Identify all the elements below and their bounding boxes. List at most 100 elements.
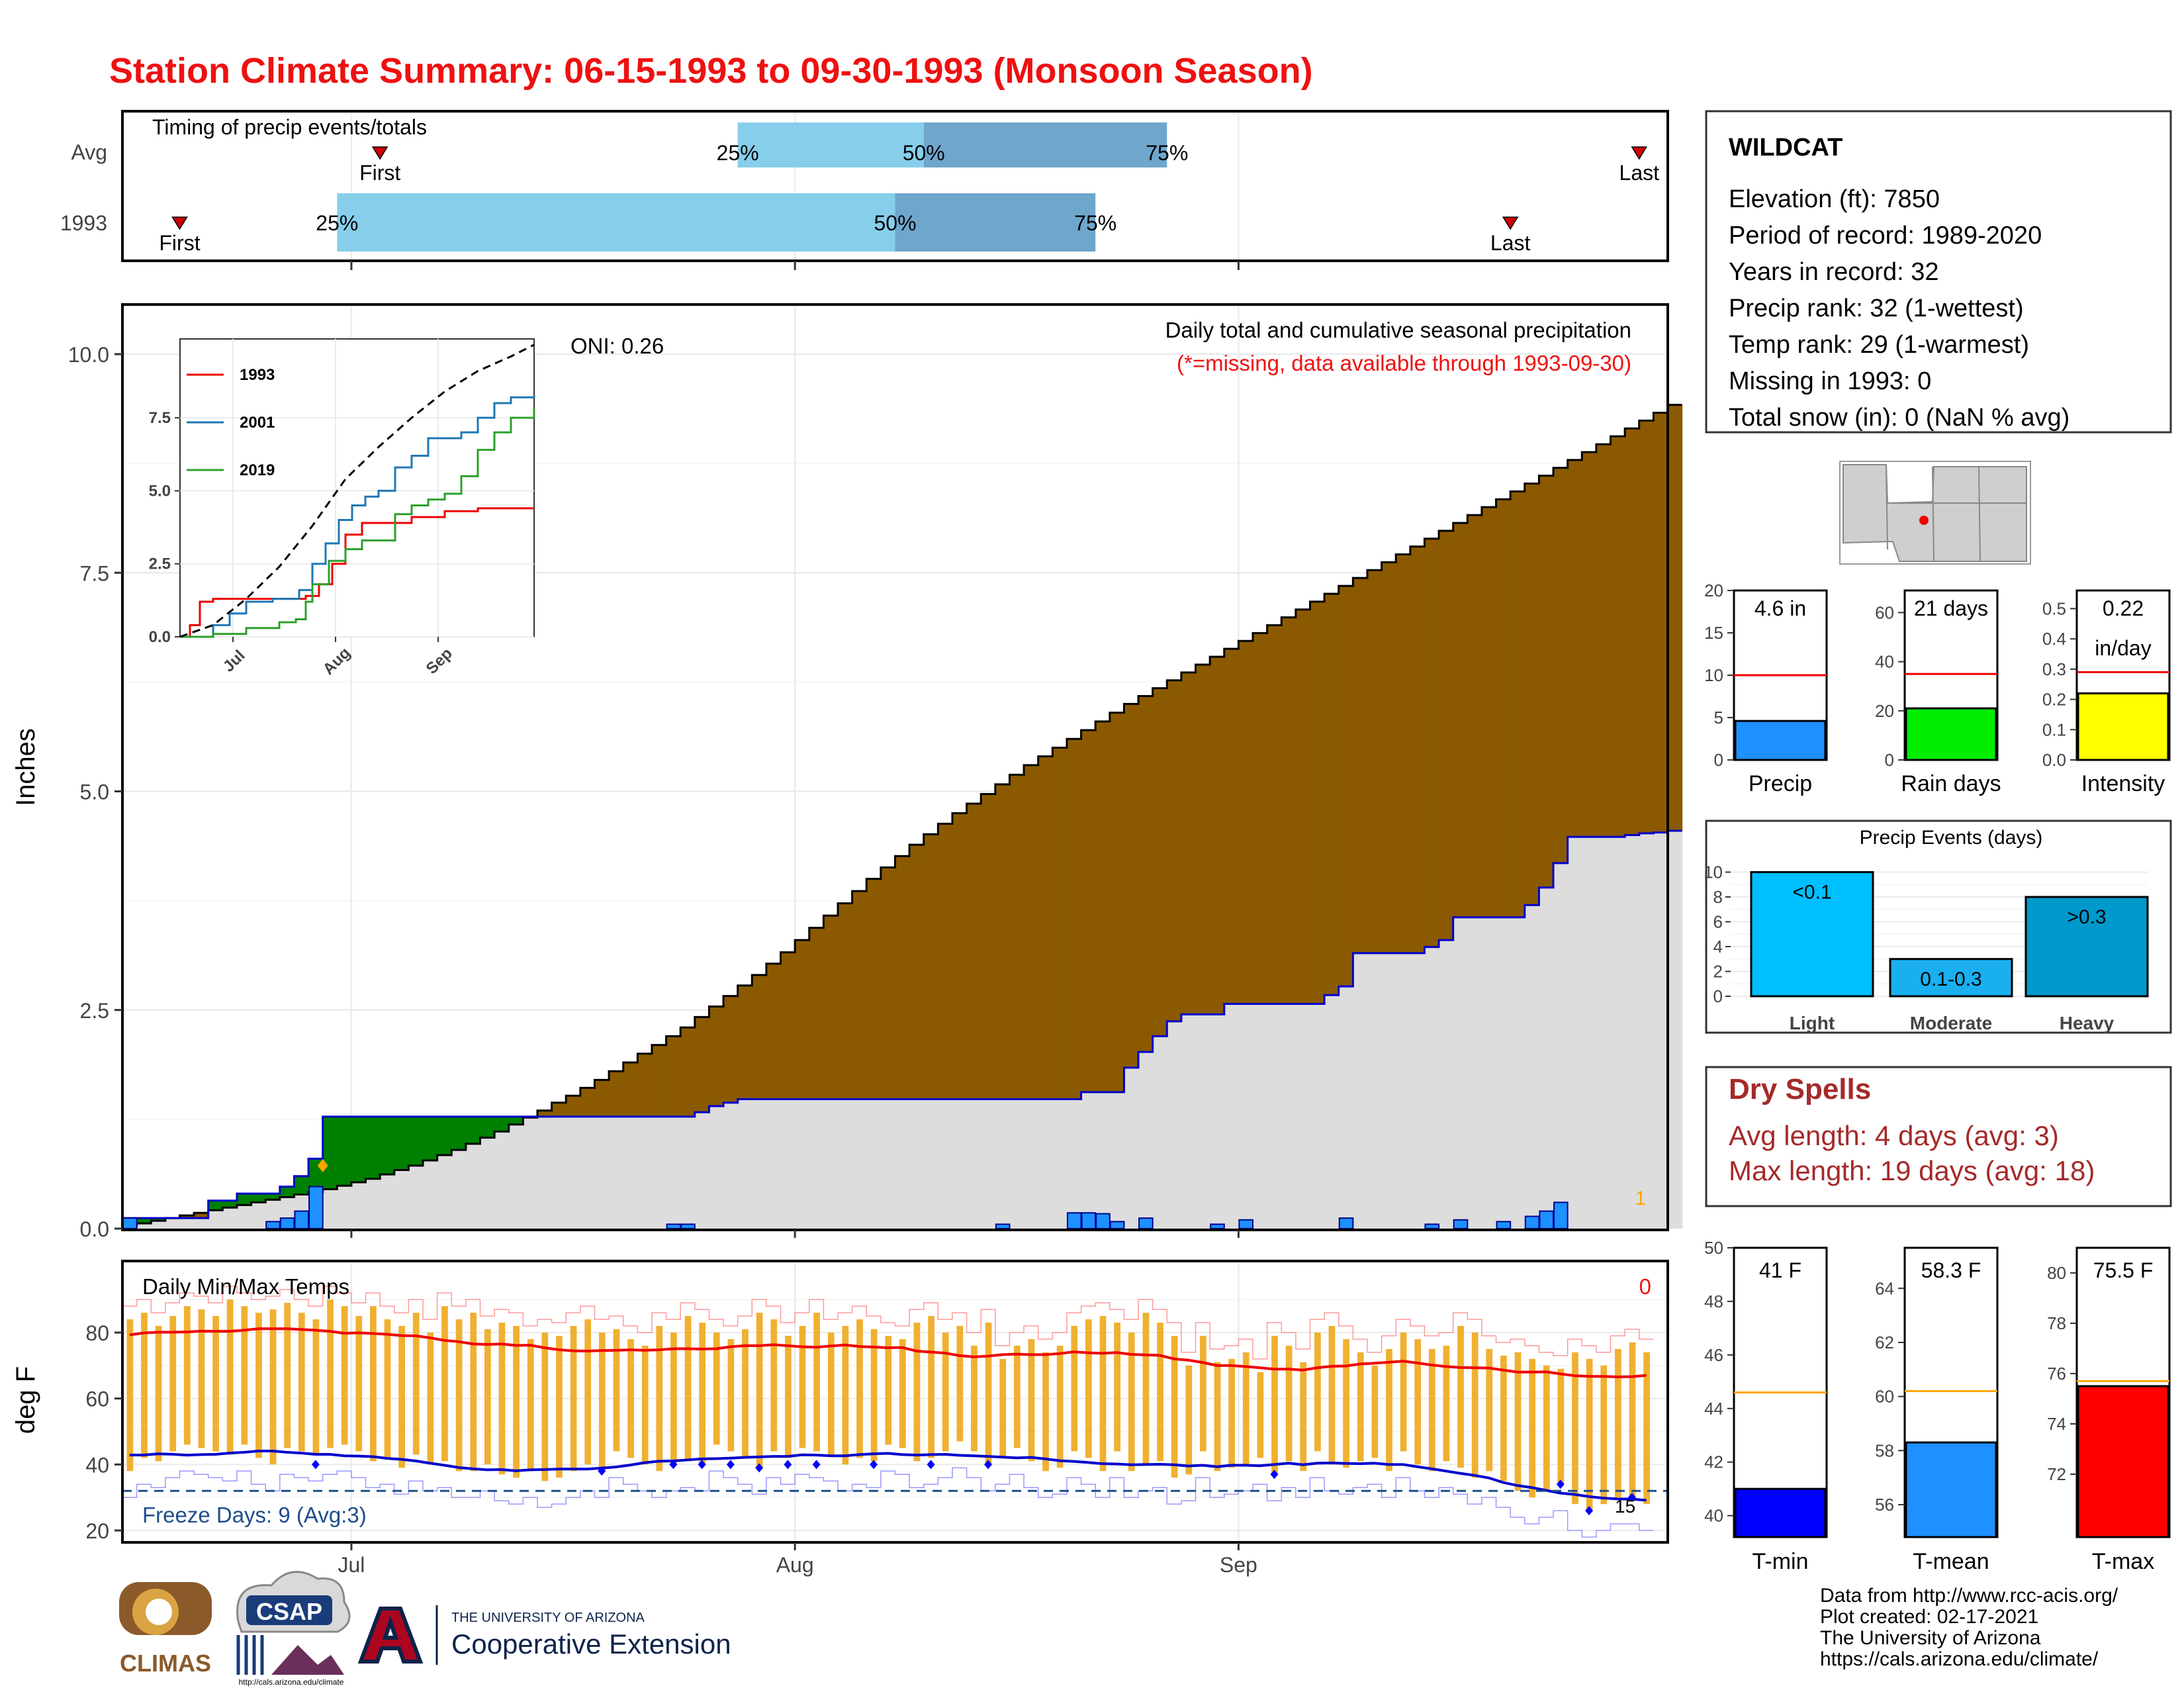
daily-temp-bar [1343,1338,1349,1468]
precip-deficit-area [1353,578,1368,953]
temp-summary-y-tick-label: 62 [1875,1333,1894,1352]
precip-surplus-area [465,1116,481,1144]
summary-y-tick-label: 60 [1875,602,1894,622]
precip-deficit-area [1653,412,1668,833]
events-bar-light [1750,871,1874,998]
precip-observed-fill [952,1099,968,1229]
precip-deficit-area [1510,491,1525,917]
temp-summary-y-tick-label: 78 [2047,1313,2066,1333]
timing-bars: 25% 50% 75% First Last 25% 50% 75% First Last [159,122,1659,255]
precip-deficit-area [1439,530,1454,941]
csap-logo-text: CSAP [256,1598,322,1625]
daily-temp-bar [813,1313,820,1452]
precip-observed-fill [1138,1052,1154,1229]
precip-deficit-area [1424,538,1439,947]
precip-deficit-area [1410,546,1426,953]
precip-observed-fill [723,1102,739,1229]
station-detail-line: Temp rank: 29 (1-warmest) [1729,331,2029,359]
precip-surplus-area [322,1116,338,1190]
precip-observed-fill [694,1112,710,1229]
daily-temp-bar [1386,1348,1392,1472]
precip-panel-frame [121,303,1669,1231]
precip-observed-fill [337,1186,352,1229]
temp-summary-bar-T-mean [1905,1441,1997,1538]
summary-value-label: 4.6 in [1754,596,1806,620]
precip-deficit-area [981,794,996,1100]
precip-surplus-area [294,1176,309,1195]
precip-events-chart: Precip Events (days) <0.1 Light 0.1-0.3 Mod… [1704,820,2172,1034]
daily-temp-bar [1200,1335,1206,1452]
daily-temp-bar [985,1323,992,1465]
daily-temp-bar [470,1313,477,1472]
daily-temp-bar [412,1313,420,1455]
summary-y-tick-label: 0 [1714,750,1723,770]
temp-summary-y-tick-label: 42 [1704,1452,1723,1472]
station-info-frame [1705,110,2172,434]
timing-row-year: 1993 [60,211,107,235]
precip-observed-fill [1324,995,1340,1229]
timing-panel: 25% 50% 75% First Last 25% 50% 75% First Last Tim… [60,110,1669,270]
daily-temp-bar [885,1335,892,1445]
precip-observed-fill [1381,953,1396,1229]
footer-line-4: https://cals.arizona.edu/climate/ [1820,1648,2099,1670]
ua-logo: THE UNIVERSITY OF ARIZONA Cooperative Ex… [357,1605,731,1665]
events-y-tick-label: 4 [1713,937,1723,957]
daily-temp-bar [613,1329,620,1452]
inset-legend-label: 2019 [240,461,275,479]
ua-logo-top: THE UNIVERSITY OF ARIZONA [451,1611,645,1625]
daily-temp-bar [1600,1365,1608,1505]
inset-lines [179,344,535,638]
record-low-marker [598,1466,606,1476]
daily-precip-bar [1524,1215,1540,1229]
temp-summary-bar-T-max [2077,1385,2169,1538]
daily-temp-bar [1543,1365,1550,1491]
precip-observed-fill [1453,917,1468,1229]
month-label: Aug [776,1553,814,1577]
daily-temp-bar [1257,1372,1264,1458]
timing-first-label-avg: First [359,161,400,185]
precip-deficit-area [537,1110,553,1117]
events-y-tick-label: 0 [1713,986,1723,1006]
precip-deficit-area [1496,499,1511,917]
precip-observed-fill [966,1099,981,1229]
daily-temp-bar [1615,1348,1621,1498]
precip-deficit-area [179,1215,195,1219]
precip-deficit-area [1095,721,1111,1092]
temp-lines [122,1286,1668,1538]
precip-observed-fill [165,1218,181,1229]
temp-grid [122,1261,1668,1542]
daily-temp-bar [1013,1345,1021,1448]
daily-temp-bar [1514,1352,1522,1491]
precip-deficit-area [1567,459,1582,837]
summary-y-tick-label: 0 [1885,750,1894,770]
daily-temp-bar [1228,1358,1235,1468]
daily-temp-bar [627,1338,634,1458]
daily-temp-bar [942,1333,949,1452]
record-low-marker [1556,1479,1565,1489]
precip-surplus-area [408,1116,424,1166]
events-y-tick-label: 10 [1704,863,1723,882]
temp-summary-label: T-mean [1913,1549,1989,1574]
daily-precip-bar [308,1186,324,1230]
climas-sun-inner [146,1599,172,1625]
precip-observed-fill [380,1174,395,1229]
record-low-marker [755,1463,764,1473]
temp-y-tick-label: 20 [85,1519,109,1543]
precip-deficit-area [637,1053,653,1117]
precip-observed-fill [866,1099,882,1229]
precip-observed-fill [1267,1004,1282,1229]
avg-cumulative-line [122,404,1682,1227]
precip-deficit-area [1310,601,1325,1004]
daily-precip-bar [279,1217,295,1229]
daily-precip-bar [1539,1210,1555,1229]
daily-temp-bar [1586,1358,1593,1511]
daily-precip-bar [294,1210,310,1229]
temp-title: Daily Min/Max Temps [142,1274,349,1299]
daily-temp-bar [1443,1345,1450,1462]
station-detail-line: Precip rank: 32 (1-wettest) [1729,295,2024,322]
precip-events-title: Precip Events (days) [1860,827,2043,849]
precip-deficit-area [1295,609,1311,1004]
summary-y-tick-label: 0.0 [2042,750,2066,770]
